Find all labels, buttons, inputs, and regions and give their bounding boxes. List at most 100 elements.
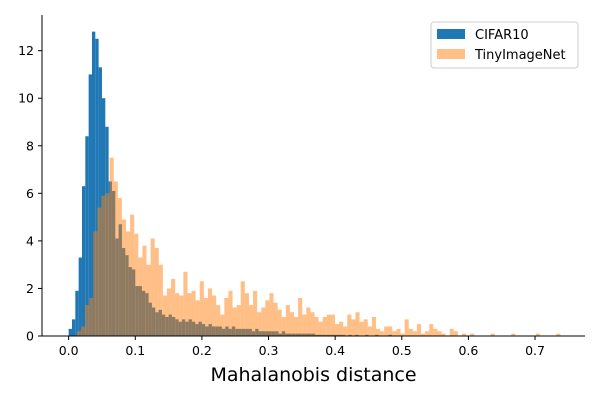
histogram-bar xyxy=(453,331,458,336)
histogram-bar xyxy=(89,297,94,336)
histogram-bar xyxy=(343,326,348,336)
histogram-bar xyxy=(171,278,176,336)
histogram-bar xyxy=(175,293,180,336)
histogram-bar xyxy=(310,312,315,336)
histogram-bar xyxy=(224,297,229,336)
histogram-bar xyxy=(150,238,155,336)
histogram-bar xyxy=(339,321,344,336)
histogram-bar xyxy=(75,290,79,336)
histogram-bar xyxy=(396,328,401,336)
y-tick-label: 2 xyxy=(26,281,34,296)
legend: CIFAR10 TinyImageNet xyxy=(430,21,579,69)
y-tick-label: 10 xyxy=(18,91,34,106)
histogram-bar xyxy=(326,314,331,336)
histogram-bar xyxy=(265,300,270,336)
histogram-bar xyxy=(425,331,430,336)
y-tick-label: 6 xyxy=(26,186,34,201)
histogram-bar xyxy=(314,316,319,336)
histogram-bar xyxy=(85,305,90,336)
y-tick-label: 4 xyxy=(26,233,34,248)
ticks-layer: 0.0 0.1 0.2 0.3 0.4 0.5 0.6 0.7 0 2 4 6 8 10 12 xyxy=(18,43,545,358)
histogram-bar xyxy=(556,333,561,336)
histogram-bar xyxy=(68,328,72,336)
histogram-bar xyxy=(95,38,99,336)
histogram-bar xyxy=(195,300,200,336)
histogram-bar xyxy=(248,305,254,336)
y-tick-label: 8 xyxy=(26,138,34,153)
histogram-bar xyxy=(236,305,241,336)
histogram-bar xyxy=(134,233,139,336)
histogram-bar xyxy=(285,305,290,336)
histogram-bar xyxy=(330,314,335,336)
histogram-bar xyxy=(490,333,495,336)
histogram-bar xyxy=(355,312,360,336)
histogram-bar xyxy=(166,288,172,336)
histogram-bar xyxy=(232,307,237,336)
histogram-bar xyxy=(88,74,92,336)
bars-layer xyxy=(68,31,561,336)
legend-label: TinyImageNet xyxy=(474,48,566,63)
histogram-bar xyxy=(302,314,307,336)
histogram-bar xyxy=(109,157,114,336)
histogram-bar xyxy=(253,290,258,336)
histogram-bar xyxy=(347,314,352,336)
legend-swatch xyxy=(437,49,465,59)
histogram-bar xyxy=(212,295,217,336)
histogram-bar xyxy=(216,305,221,336)
histogram-bar xyxy=(441,333,446,336)
histogram-bar xyxy=(81,186,86,336)
histogram-bar xyxy=(351,319,356,336)
histogram-bar xyxy=(101,195,106,336)
histogram-bar xyxy=(162,295,167,336)
histogram-bar xyxy=(142,245,147,336)
y-tick-label: 0 xyxy=(26,329,34,344)
histogram-bar xyxy=(179,295,184,336)
histogram-bar xyxy=(277,309,282,336)
x-axis-title: Mahalanobis distance xyxy=(210,364,416,386)
histogram-bar xyxy=(388,326,393,336)
x-tick-label: 0.3 xyxy=(259,343,279,358)
histogram-bar xyxy=(269,293,274,336)
histogram-bar xyxy=(273,302,278,336)
axes-layer xyxy=(41,15,585,337)
histogram-bar xyxy=(76,331,81,336)
histogram-bar xyxy=(257,312,262,336)
histogram-bar xyxy=(298,297,303,336)
histogram-bar xyxy=(78,257,82,336)
histogram-bar xyxy=(363,319,368,336)
histogram-bar xyxy=(367,326,372,336)
histogram-bar xyxy=(371,316,376,336)
histogram-bar xyxy=(121,219,127,336)
histogram-bar xyxy=(384,326,389,336)
histogram-bar xyxy=(375,328,381,336)
histogram-bar xyxy=(154,248,159,336)
histogram-bar xyxy=(98,67,102,336)
x-tick-label: 0.7 xyxy=(525,343,545,358)
histogram-bar xyxy=(191,290,196,336)
histogram-bar xyxy=(470,333,475,336)
histogram-bar xyxy=(113,181,118,336)
histogram-bar xyxy=(199,281,204,336)
histogram-bar xyxy=(80,326,86,336)
histogram-bar xyxy=(306,307,311,336)
histogram-bar xyxy=(294,316,299,336)
histogram-bar xyxy=(412,331,417,336)
histogram-bar xyxy=(511,333,516,336)
histogram-bar xyxy=(416,324,422,336)
histogram-bar xyxy=(318,321,323,336)
histogram-bar xyxy=(97,207,102,336)
histogram-bar xyxy=(462,333,467,336)
histogram-bar xyxy=(429,324,434,336)
histogram-bar xyxy=(187,293,192,336)
y-tick-label: 12 xyxy=(18,43,34,58)
histogram-bar xyxy=(228,290,233,336)
histogram-bar xyxy=(535,333,540,336)
x-tick-label: 0.2 xyxy=(192,343,212,358)
histogram-bar xyxy=(359,321,364,336)
histogram-bar xyxy=(71,319,76,336)
histogram-bar xyxy=(261,307,266,336)
histogram-bar xyxy=(449,328,454,336)
histogram-bar xyxy=(91,31,96,336)
histogram-bar xyxy=(404,319,409,336)
histogram-bar xyxy=(240,281,245,336)
